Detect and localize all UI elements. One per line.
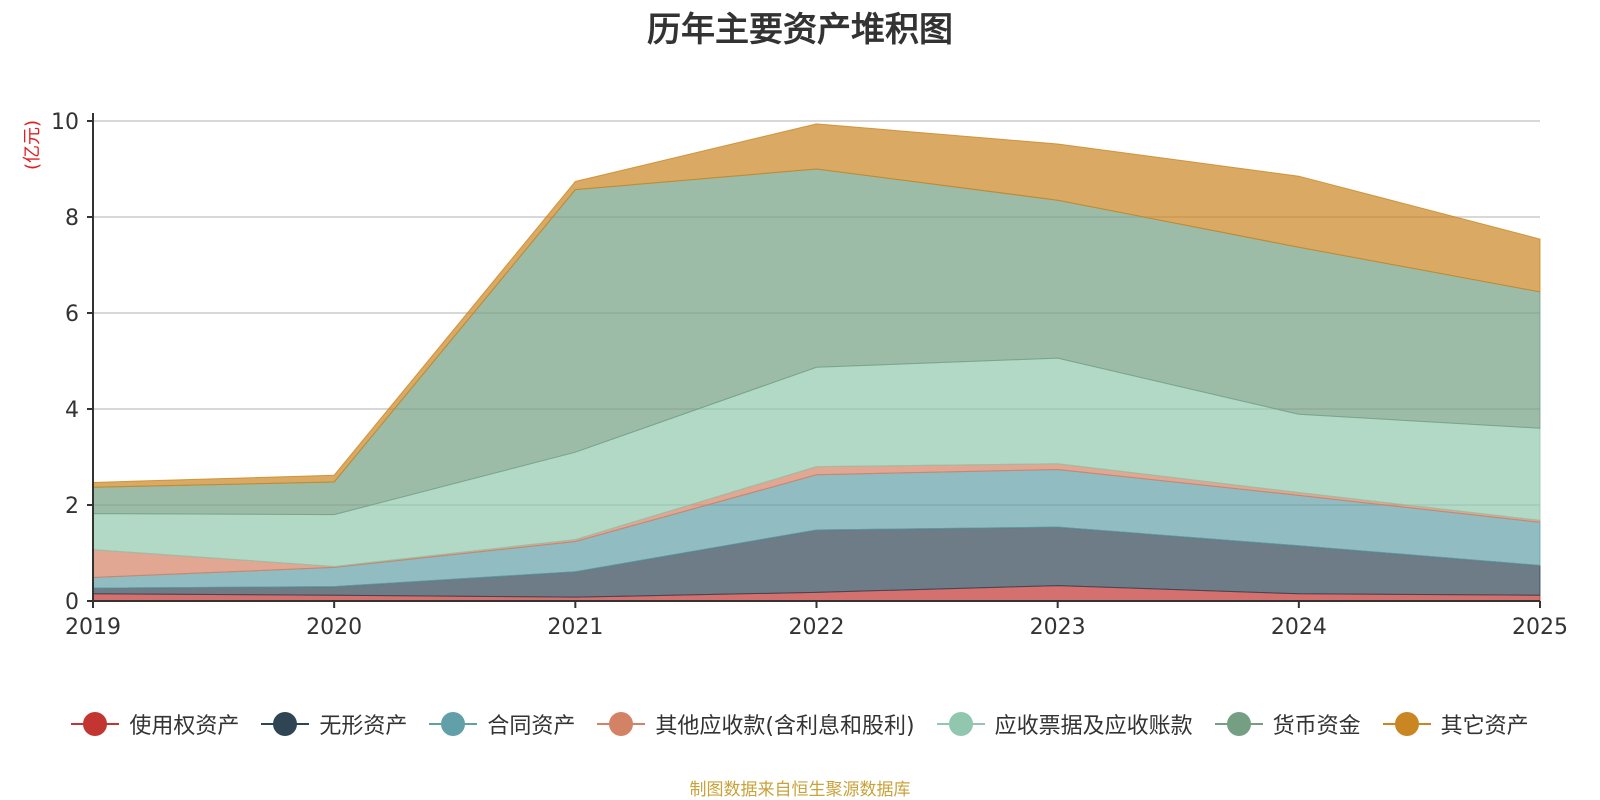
legend-item-5[interactable]: 货币资金 <box>1214 708 1361 740</box>
y-tick-label-10: 10 <box>51 110 79 135</box>
x-tick-label-2024: 2024 <box>1271 615 1327 640</box>
legend-item-1[interactable]: 无形资产 <box>261 708 407 740</box>
legend-swatch-6 <box>1382 712 1431 736</box>
y-tick-label-8: 8 <box>65 206 79 231</box>
legend-swatch-5 <box>1214 712 1263 736</box>
legend-swatch-dot <box>1394 712 1419 736</box>
legend-label-0: 使用权资产 <box>129 714 240 739</box>
legend-swatch-dot <box>441 712 466 736</box>
legend-item-3[interactable]: 其他应收款(含利息和股利) <box>597 708 915 740</box>
legend-swatch-dot <box>609 712 634 736</box>
legend-swatch-dot <box>273 712 298 736</box>
x-tick-label-2021: 2021 <box>547 615 603 640</box>
chart-title: 历年主要资产堆积图 <box>647 10 953 50</box>
x-tick-label-2020: 2020 <box>306 615 362 640</box>
legend-label-1: 无形资产 <box>319 714 408 739</box>
legend-swatch-3 <box>597 712 646 736</box>
area-series-6[interactable] <box>92 123 1541 488</box>
legend-swatch-1 <box>261 712 310 736</box>
legend: 使用权资产 无形资产 合同资产 其他应收款(含利息和股利) 应收票据及应收账款 货币资金 其… <box>0 704 1600 744</box>
y-axis-unit-label: (亿元) <box>22 120 43 170</box>
legend-label-2: 合同资产 <box>487 714 576 739</box>
source-note: 制图数据来自恒生聚源数据库 <box>689 780 911 800</box>
legend-item-4[interactable]: 应收票据及应收账款 <box>936 708 1193 740</box>
x-tick-label-2025: 2025 <box>1512 615 1568 640</box>
axes: 0 2 4 6 8 10 2019 2020 2021 2022 2023 2024 2025 <box>51 110 1568 640</box>
x-tick-label-2022: 2022 <box>789 615 845 640</box>
x-tick-label-2019: 2019 <box>65 615 121 640</box>
legend-swatch-4 <box>936 712 985 736</box>
legend-swatch-dot <box>1226 712 1251 736</box>
legend-swatch-dot <box>83 712 108 736</box>
legend-label-5: 货币资金 <box>1272 714 1361 739</box>
legend-item-0[interactable]: 使用权资产 <box>71 708 239 740</box>
legend-item-6[interactable]: 其它资产 <box>1382 708 1529 740</box>
legend-swatch-0 <box>71 712 120 736</box>
y-tick-label-0: 0 <box>65 590 79 615</box>
y-tick-label-4: 4 <box>65 398 79 423</box>
legend-swatch-2 <box>429 712 478 736</box>
legend-label-6: 其它资产 <box>1440 714 1529 739</box>
legend-swatch-dot <box>948 712 973 736</box>
area-series-group <box>92 123 1541 602</box>
legend-label-3: 其他应收款(含利息和股利) <box>655 714 915 739</box>
y-tick-label-6: 6 <box>65 302 79 327</box>
y-tick-label-2: 2 <box>65 494 79 519</box>
legend-label-4: 应收票据及应收账款 <box>994 714 1193 739</box>
legend-item-2[interactable]: 合同资产 <box>429 708 575 740</box>
x-tick-label-2023: 2023 <box>1030 615 1086 640</box>
